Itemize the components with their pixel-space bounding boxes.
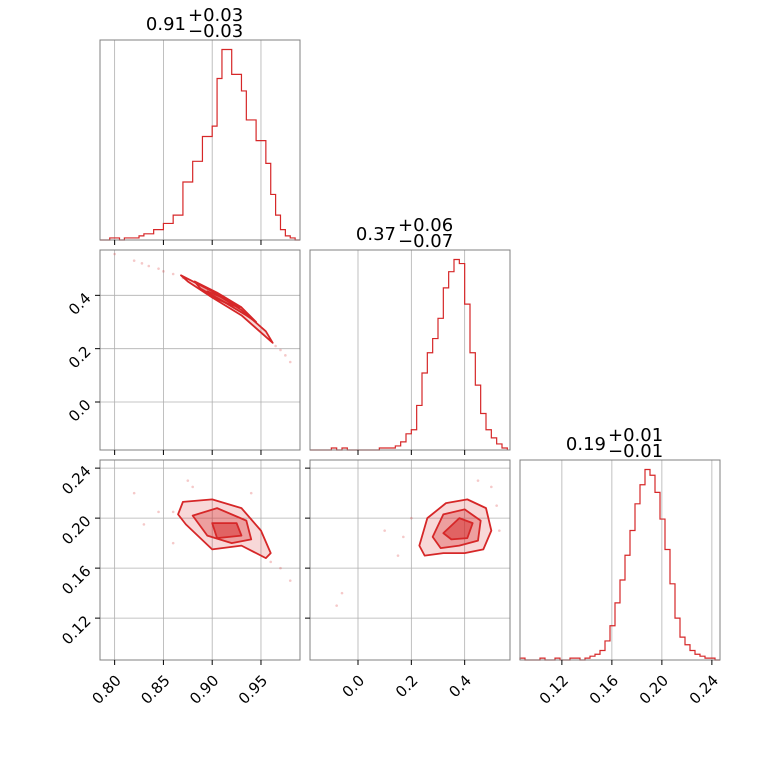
pair-1-0-point-4 bbox=[171, 272, 175, 276]
panel-1-0-frame bbox=[99, 249, 301, 451]
pair-1-0-point-7 bbox=[279, 348, 282, 352]
pair-2-1-point-7 bbox=[396, 554, 400, 557]
pair-1-0-point-1 bbox=[132, 259, 136, 262]
pair-2-0-point-1 bbox=[157, 510, 160, 514]
pair-2-0-contour-2 bbox=[211, 522, 243, 540]
x-ticklabel-p0-0: 0.80 bbox=[89, 672, 125, 708]
pair-2-0-point-0 bbox=[171, 510, 175, 514]
title-plus-0: +0.03 bbox=[188, 5, 243, 26]
pair-2-1-point-5 bbox=[495, 504, 498, 507]
y-ticklabel-p1-2: 0.4 bbox=[65, 289, 95, 319]
pair-2-0-point-5 bbox=[132, 491, 136, 495]
pair-1-0-point-3 bbox=[162, 270, 165, 273]
y-ticklabel-p1-0: 0.0 bbox=[65, 396, 95, 426]
pair-2-0-point-10 bbox=[171, 541, 175, 545]
pair-2-1-point-8 bbox=[476, 479, 480, 482]
pair-2-1-point-3 bbox=[410, 516, 413, 520]
pair-2-1-point-1 bbox=[335, 604, 338, 607]
pair-2-0-point-7 bbox=[288, 579, 292, 582]
pair-2-0-point-3 bbox=[191, 485, 194, 489]
histogram-param-2 bbox=[519, 468, 720, 661]
pair-2-1-point-4 bbox=[490, 485, 493, 489]
x-ticklabel-p1-1: 0.2 bbox=[392, 672, 422, 702]
pair-1-0-contour-0 bbox=[180, 274, 274, 344]
pair-2-0-point-4 bbox=[142, 523, 146, 526]
pair-2-0-point-6 bbox=[279, 566, 282, 570]
pair-1-0-plot bbox=[113, 252, 292, 364]
histogram-param-1 bbox=[310, 258, 508, 451]
pair-2-1-point-9 bbox=[498, 529, 501, 532]
x-ticklabel-p2-1: 0.16 bbox=[586, 672, 622, 708]
panel-2-2-frame bbox=[519, 459, 721, 661]
title-param-1: 0.37 +0.06−0.07 bbox=[356, 215, 453, 252]
title-param-2: 0.19 +0.01−0.01 bbox=[566, 425, 663, 462]
title-plus-2: +0.01 bbox=[608, 425, 663, 446]
pair-2-0-point-2 bbox=[186, 479, 190, 482]
x-ticklabel-p2-2: 0.20 bbox=[636, 672, 672, 708]
pair-1-0-point-11 bbox=[140, 262, 144, 265]
title-plus-1: +0.06 bbox=[398, 215, 453, 236]
pair-1-0-point-9 bbox=[288, 360, 292, 364]
pair-2-1-plot bbox=[335, 479, 501, 607]
pair-2-1-point-0 bbox=[340, 591, 344, 595]
y-ticklabel-p2-3: 0.24 bbox=[58, 462, 94, 498]
x-ticklabel-p1-0: 0.0 bbox=[339, 672, 369, 702]
title-value-2: 0.19 bbox=[566, 434, 606, 455]
title-value-1: 0.37 bbox=[356, 224, 396, 245]
panel-0-0-frame bbox=[99, 39, 301, 241]
x-ticklabel-p2-0: 0.12 bbox=[536, 672, 572, 708]
panel-2-1-frame bbox=[309, 459, 511, 661]
pair-1-0-point-2 bbox=[147, 264, 151, 268]
pair-2-0-point-9 bbox=[249, 491, 253, 495]
title-minus-0: −0.03 bbox=[188, 21, 243, 42]
pair-1-0-contour-2 bbox=[206, 290, 241, 309]
x-ticklabel-p0-1: 0.85 bbox=[137, 672, 173, 708]
y-ticklabel-p2-0: 0.12 bbox=[58, 612, 94, 648]
pair-2-0-point-8 bbox=[269, 560, 273, 564]
pair-2-1-point-2 bbox=[402, 535, 405, 539]
x-ticklabel-p1-2: 0.4 bbox=[445, 672, 475, 702]
x-ticklabel-p0-2: 0.90 bbox=[186, 672, 222, 708]
pair-1-0-point-8 bbox=[284, 354, 287, 357]
y-ticklabel-p1-1: 0.2 bbox=[65, 342, 95, 372]
pair-2-1-contour-2 bbox=[442, 517, 474, 541]
pair-2-1-point-6 bbox=[383, 529, 386, 532]
histogram-param-0 bbox=[100, 48, 300, 241]
x-ticklabel-p0-3: 0.95 bbox=[235, 672, 271, 708]
y-ticklabel-p2-1: 0.16 bbox=[58, 562, 94, 598]
pair-1-0-point-0 bbox=[113, 252, 116, 256]
pair-1-0-point-10 bbox=[157, 267, 160, 270]
title-minus-1: −0.07 bbox=[398, 231, 453, 252]
x-ticklabel-p2-3: 0.24 bbox=[686, 672, 722, 708]
pair-1-0-point-6 bbox=[274, 344, 277, 348]
title-value-0: 0.91 bbox=[146, 14, 186, 35]
y-ticklabel-p2-2: 0.20 bbox=[58, 512, 94, 548]
title-minus-2: −0.01 bbox=[608, 441, 663, 462]
panel-1-1-frame bbox=[309, 249, 511, 451]
title-param-0: 0.91 +0.03−0.03 bbox=[146, 5, 243, 42]
pair-2-0-plot bbox=[132, 479, 292, 582]
panel-2-0-frame bbox=[99, 459, 301, 661]
